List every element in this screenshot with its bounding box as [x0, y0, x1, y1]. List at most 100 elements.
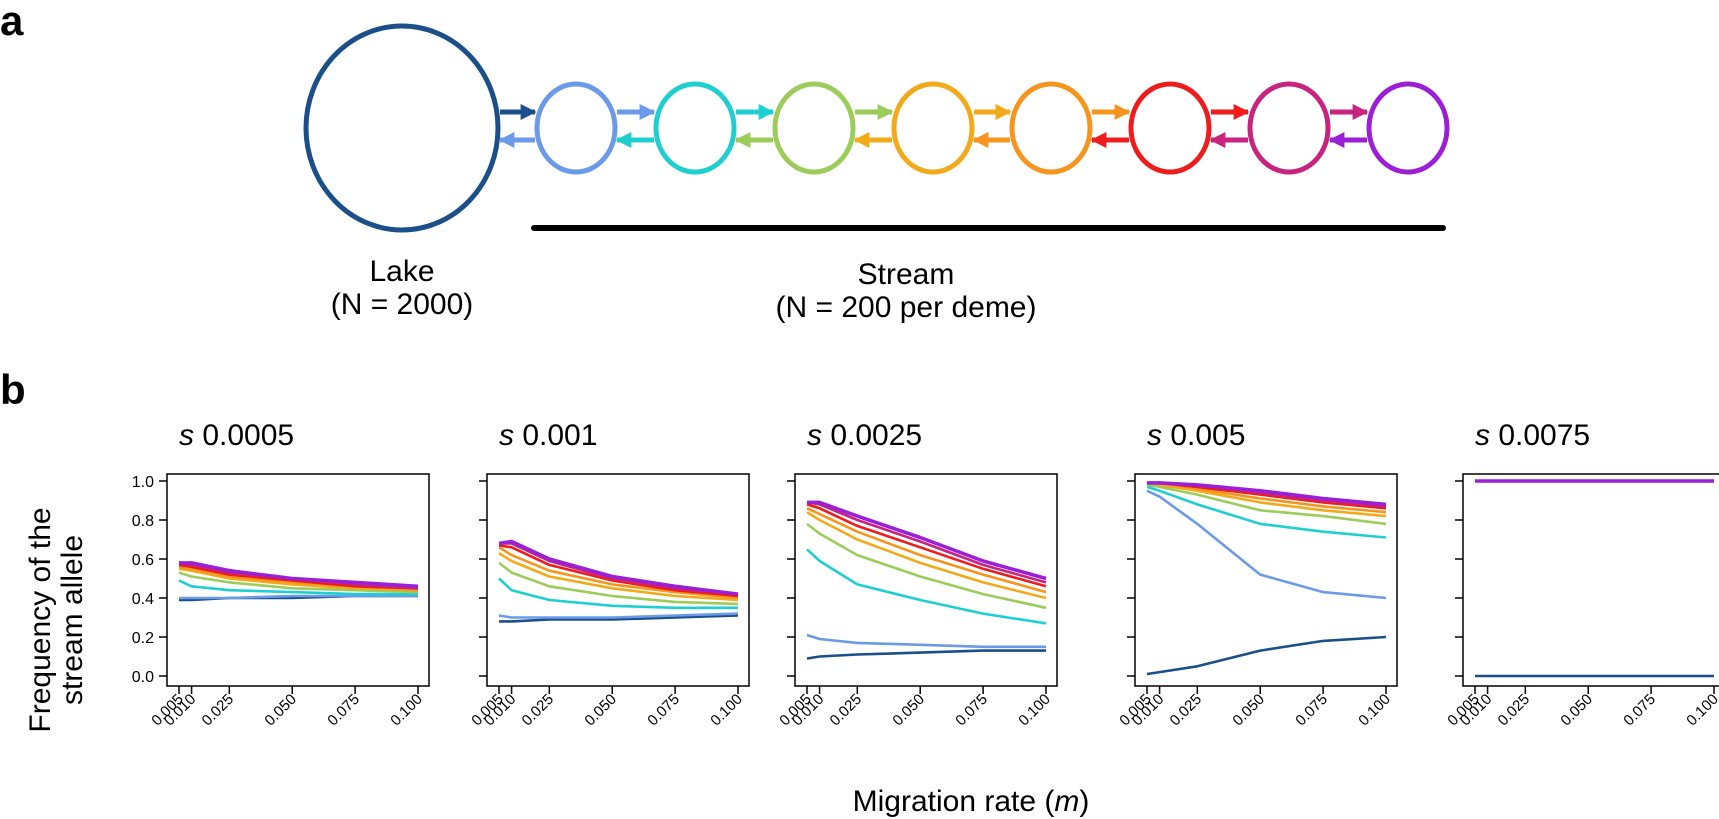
panel-title-variable: s — [179, 419, 194, 452]
panel-title-variable: s — [807, 419, 822, 452]
y-tick-label: 0.4 — [132, 591, 154, 608]
stream-deme-8-circle — [1366, 81, 1450, 175]
series-line-deme-3 — [178, 571, 419, 594]
stream-deme-4-circle — [891, 81, 975, 175]
x-tick-label: 0.075 — [1620, 691, 1659, 730]
series-line-deme-6 — [178, 563, 419, 590]
x-tick-label: 0.025 — [827, 691, 866, 730]
plot-frame — [166, 473, 430, 687]
series-line-deme-6 — [806, 503, 1047, 588]
panel-title-variable: s — [1475, 419, 1490, 452]
series-line-lake — [1146, 635, 1387, 676]
series-line-deme-8 — [179, 561, 419, 589]
series-line-deme-6 — [498, 544, 739, 598]
panel-title-value: 0.001 — [514, 419, 597, 452]
stream-deme-6-circle — [1128, 81, 1212, 175]
series-line-deme-5 — [498, 546, 739, 600]
panel-title-value: 0.005 — [1162, 419, 1245, 452]
series-line-deme-1 — [806, 633, 1046, 649]
lake-size-label: (N = 2000) — [331, 288, 474, 321]
series-line-deme-1 — [179, 594, 418, 600]
series-line-deme-4 — [498, 551, 739, 602]
stream-deme-5-circle — [1009, 81, 1093, 175]
plot-frame — [1134, 473, 1398, 687]
series-line-lake — [806, 649, 1046, 660]
x-tick-label: 0.075 — [324, 691, 363, 730]
metapopulation-diagram — [303, 23, 1450, 233]
series-line-deme-4 — [806, 511, 1047, 600]
series-line-deme-3 — [498, 561, 739, 606]
x-axis-label-variable: m — [1054, 785, 1079, 818]
plot-frame — [1462, 473, 1719, 687]
x-tick-label: 0.075 — [1292, 691, 1331, 730]
series-line-deme-5 — [806, 507, 1047, 594]
x-tick-label: 0.025 — [1167, 691, 1206, 730]
series-line-deme-2 — [178, 579, 418, 596]
x-tick-label: 0.050 — [1557, 691, 1596, 730]
x-tick-label: 0.050 — [889, 691, 928, 730]
x-tick-label: 0.100 — [387, 691, 426, 730]
stream-size-label: (N = 200 per deme) — [776, 291, 1037, 324]
series-line-deme-5 — [1147, 481, 1387, 514]
series-line-deme-2 — [806, 548, 1047, 625]
panel-b-letter: b — [0, 366, 26, 413]
panel-title-4: s 0.005 — [1147, 419, 1245, 452]
panel-title-value: 0.0075 — [1490, 419, 1590, 452]
panel-title-value: 0.0025 — [822, 419, 922, 452]
series-line-deme-2 — [1146, 485, 1387, 539]
panel-title-5: s 0.0075 — [1475, 419, 1590, 452]
panel-title-variable: s — [499, 419, 514, 452]
y-tick-label: 1.0 — [132, 474, 154, 491]
panel-title-1: s 0.0005 — [179, 419, 294, 452]
x-tick-label: 0.100 — [1355, 691, 1394, 730]
panel-title-value: 0.0005 — [194, 419, 294, 452]
x-tick-label: 0.100 — [707, 691, 746, 730]
series-line-deme-8 — [498, 539, 739, 596]
plot-frame — [486, 473, 750, 687]
series-line-deme-3 — [806, 522, 1047, 610]
y-tick-label: 0.2 — [132, 630, 154, 647]
panel-title-variable: s — [1147, 419, 1162, 452]
x-tick-label: 0.050 — [581, 691, 620, 730]
x-axis-label: Migration rate (m) — [853, 785, 1090, 818]
series-line-deme-7 — [806, 501, 1047, 584]
y-axis-label-line1: Frequency of the — [24, 507, 57, 732]
lake-deme-circle — [303, 23, 501, 233]
y-tick-label: 0.0 — [132, 669, 154, 686]
stream-deme-2-circle — [653, 81, 737, 175]
x-tick-label: 0.025 — [1495, 691, 1534, 730]
lake-label: Lake — [369, 255, 434, 288]
x-tick-label: 0.100 — [1683, 691, 1719, 730]
series-line-deme-4 — [178, 567, 419, 592]
series-line-lake — [499, 614, 739, 623]
series-line-deme-3 — [1146, 483, 1387, 526]
plot-frame — [794, 473, 1058, 687]
x-tick-label: 0.075 — [644, 691, 683, 730]
panel-title-2: s 0.001 — [499, 419, 597, 452]
y-axis-label-line2: stream allele — [56, 535, 89, 705]
panel-a-letter: a — [0, 0, 24, 44]
series-line-deme-1 — [1146, 489, 1387, 600]
x-tick-label: 0.050 — [261, 691, 300, 730]
x-tick-label: 0.025 — [519, 691, 558, 730]
stream-label: Stream — [858, 258, 955, 291]
series-line-deme-1 — [498, 612, 739, 619]
series-line-deme-8 — [807, 500, 1047, 581]
stream-deme-1-circle — [534, 81, 618, 175]
x-tick-label: 0.100 — [1015, 691, 1054, 730]
stream-deme-3-circle — [772, 81, 856, 175]
y-tick-label: 0.6 — [132, 552, 154, 569]
x-axis-label-suffix: ) — [1079, 785, 1089, 818]
x-axis-label-prefix: Migration rate ( — [853, 785, 1055, 818]
series-line-deme-2 — [498, 577, 738, 610]
x-tick-label: 0.075 — [952, 691, 991, 730]
x-tick-label: 0.050 — [1229, 691, 1268, 730]
panel-title-3: s 0.0025 — [807, 419, 922, 452]
series-line-deme-8 — [1147, 481, 1387, 507]
